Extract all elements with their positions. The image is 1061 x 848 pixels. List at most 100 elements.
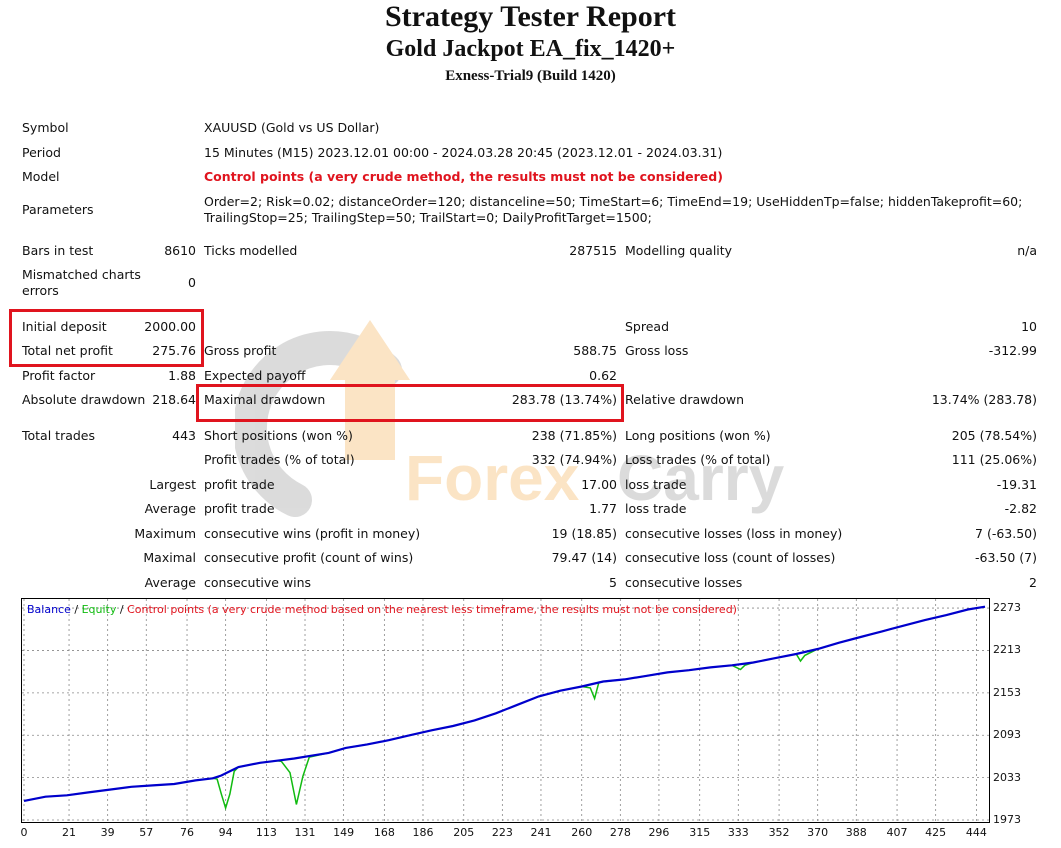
maximal-consecutive-loss-label: consecutive loss (count of losses) [625,550,836,565]
loss-trades-value: 111 (25.06%) [951,452,1037,467]
avg-consecutive-wins-value: 5 [609,575,617,590]
x-tick-label: 388 [845,826,867,839]
avg-consecutive-wins-label: consecutive wins [204,575,312,590]
total-trades-value: 443 [172,428,196,443]
maximal-consecutive-loss-value: -63.50 (7) [975,550,1037,565]
gross-profit-value: 588.75 [573,343,617,358]
period-label: Period [22,145,61,160]
profit-factor-value: 1.88 [168,368,196,383]
mismatch-label-2: errors [22,283,59,298]
parameters-line2: TrailingStop=25; TrailingStep=50; TrailS… [204,210,652,225]
absolute-drawdown-value: 218.64 [152,392,196,407]
legend-sep-1: / [70,603,82,616]
x-tick-label: 39 [100,826,115,839]
highlight-deposit-profit-box [9,309,204,367]
initial-deposit-label: Initial deposit [22,319,107,334]
mismatch-value: 0 [188,275,196,290]
spread-value: 10 [1021,319,1037,334]
absolute-drawdown-label: Absolute drawdown [22,392,146,407]
expert-name: Gold Jackpot EA_fix_1420+ [385,36,676,62]
y-tick-label: 2273 [993,601,1021,615]
x-tick-label: 352 [768,826,790,839]
y-tick-label: 2153 [993,685,1021,699]
highlight-max-drawdown-box [196,384,624,422]
x-tick-label: 444 [965,826,987,839]
y-tick-label: 2033 [993,770,1021,784]
net-profit-value: 275.76 [152,343,196,358]
server-build: Exness-Trial9 (Build 1420) [445,68,616,84]
mismatch-label-1: Mismatched charts [22,267,141,282]
gross-loss-label: Gross loss [625,343,689,358]
y-tick-label: 1973 [993,813,1021,826]
model-label: Model [22,169,60,184]
quality-value: n/a [1017,243,1037,258]
maximal-drawdown-value: 283.78 (13.74%) [511,392,617,407]
largest-label: Largest [149,477,196,492]
legend-balance: Balance [27,603,71,616]
ticks-value: 287515 [569,243,617,258]
average-profit-value: 1.77 [589,501,617,516]
ticks-label: Ticks modelled [204,243,298,258]
bars-label: Bars in test [22,243,94,258]
expected-payoff-value: 0.62 [589,368,617,383]
x-tick-label: 315 [689,826,711,839]
x-tick-label: 241 [530,826,552,839]
symbol-value: XAUUSD (Gold vs US Dollar) [204,120,380,135]
period-value: 15 Minutes (M15) 2023.12.01 00:00 - 2024… [204,145,723,160]
x-tick-label: 370 [807,826,829,839]
x-tick-label: 260 [571,826,593,839]
x-tick-label: 21 [62,826,77,839]
x-tick-label: 186 [412,826,434,839]
profit-factor-label: Profit factor [22,368,96,383]
x-tick-label: 168 [373,826,395,839]
maximal-label: Maximal [143,550,196,565]
profit-trades-value: 332 (74.94%) [531,452,617,467]
maximal-consecutive-profit-label: consecutive profit (count of wins) [204,550,414,565]
largest-loss-value: -19.31 [996,477,1037,492]
largest-loss-label: loss trade [625,477,687,492]
maximal-drawdown-label: Maximal drawdown [204,392,326,407]
x-tick-label: 425 [925,826,947,839]
quality-label: Modelling quality [625,243,733,258]
legend-equity: Equity [81,603,117,616]
initial-deposit-value: 2000.00 [144,319,196,334]
x-tick-label: 205 [453,826,475,839]
x-tick-label: 149 [333,826,355,839]
short-positions-value: 238 (71.85%) [531,428,617,443]
x-tick-label: 113 [255,826,277,839]
expected-payoff-label: Expected payoff [204,368,306,383]
parameters-line1: Order=2; Risk=0.02; distanceOrder=120; d… [204,194,1023,209]
average-label: Average [144,501,196,516]
legend-note: Control points (a very crude method base… [127,603,737,616]
y-tick-label: 2093 [993,728,1021,742]
x-tick-label: 223 [491,826,513,839]
x-tick-label: 94 [218,826,233,839]
long-positions-label: Long positions (won %) [625,428,771,443]
net-profit-label: Total net profit [22,343,113,358]
average-loss-label: loss trade [625,501,687,516]
relative-drawdown-label: Relative drawdown [625,392,745,407]
x-tick-label: 407 [886,826,908,839]
report-title: Strategy Tester Report [384,0,677,33]
total-trades-label: Total trades [22,428,96,443]
balance-equity-chart [21,598,990,823]
average-loss-value: -2.82 [1004,501,1037,516]
largest-profit-label: profit trade [204,477,275,492]
y-tick-label: 2213 [993,643,1021,657]
legend-sep-2: / [116,603,128,616]
short-positions-label: Short positions (won %) [204,428,353,443]
largest-profit-value: 17.00 [581,477,617,492]
maximum-label: Maximum [134,526,196,541]
bars-value: 8610 [164,243,196,258]
profit-trades-label: Profit trades (% of total) [204,452,355,467]
maximal-consecutive-profit-value: 79.47 (14) [551,550,617,565]
chart-legend: Balance / Equity / Control points (a ver… [27,603,737,616]
model-value: Control points (a very crude method, the… [204,169,723,184]
avg-consecutive-losses-value: 2 [1029,575,1037,590]
long-positions-value: 205 (78.54%) [951,428,1037,443]
x-tick-label: 76 [180,826,195,839]
x-tick-label: 131 [294,826,316,839]
parameters-label: Parameters [22,202,94,217]
max-consecutive-losses-value: 7 (-63.50) [975,526,1037,541]
x-tick-label: 296 [648,826,670,839]
